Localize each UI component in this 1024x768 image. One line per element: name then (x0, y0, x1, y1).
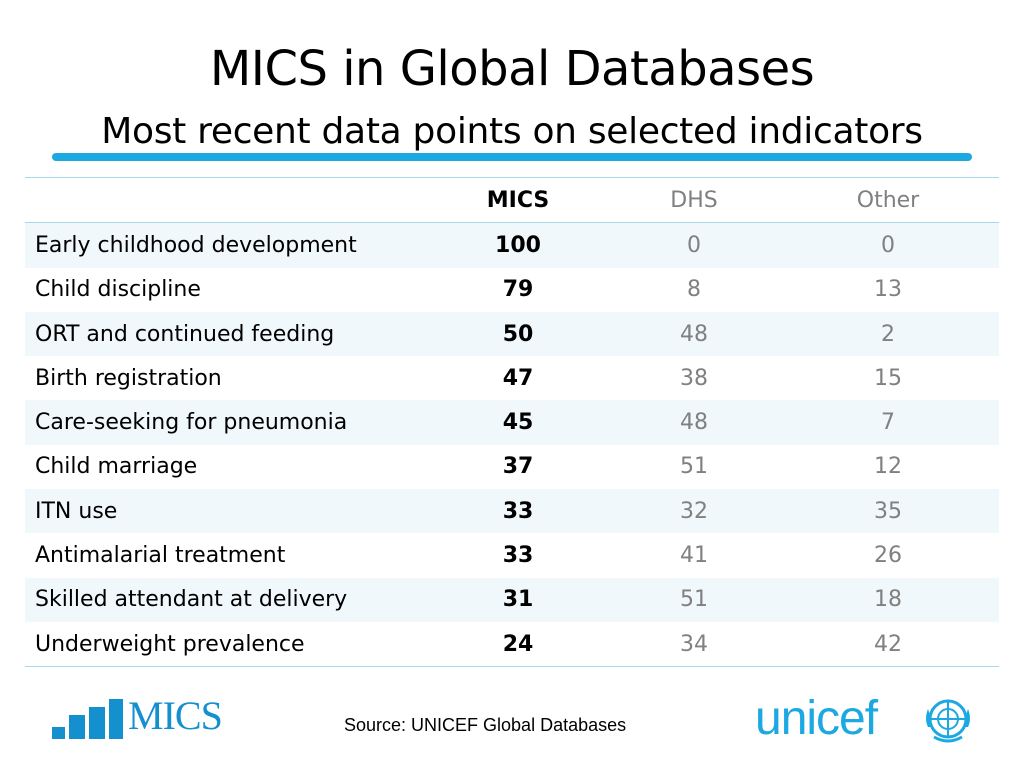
column-header-other: Other (777, 177, 999, 224)
mics-value: 31 (425, 577, 611, 622)
table-row: Skilled attendant at delivery 31 51 18 (25, 577, 999, 622)
indicator-table: MICS DHS Other Early childhood developme… (25, 177, 999, 668)
row-label: Child marriage (35, 454, 198, 480)
mics-value: 33 (425, 489, 611, 534)
other-value: 26 (874, 543, 902, 569)
logo-bar-icon (52, 727, 65, 739)
mics-value: 24 (502, 631, 534, 657)
column-header-dhs: DHS (611, 177, 777, 224)
other-value: 18 (777, 577, 999, 622)
unicef-logo-text: unicef (755, 692, 878, 745)
dhs-value: 32 (611, 489, 777, 534)
other-value: 0 (777, 222, 999, 268)
other-value: 7 (777, 400, 999, 445)
column-header-mics: MICS (425, 177, 611, 224)
other-value: 13 (874, 277, 902, 303)
dhs-value: 0 (611, 222, 777, 268)
mics-value: 100 (425, 222, 611, 268)
other-value: 12 (874, 454, 902, 480)
dhs-value: 34 (680, 631, 708, 657)
table-row: Child discipline 79 8 13 (25, 268, 999, 312)
other-value: 2 (777, 311, 999, 357)
table-row: Early childhood development 100 0 0 (25, 222, 999, 268)
source-note: Source: UNICEF Global Databases (344, 715, 627, 735)
table-row: Child marriage 37 51 12 (25, 445, 999, 489)
column-header-indicator (25, 177, 425, 224)
dhs-value: 51 (611, 577, 777, 622)
other-value: 35 (777, 489, 999, 534)
row-label: Birth registration (35, 365, 222, 391)
logo-bar-icon (69, 715, 85, 739)
table-row: Birth registration 47 38 15 (25, 356, 999, 400)
dhs-value: 8 (687, 277, 701, 303)
table-header-row: MICS DHS Other (25, 177, 999, 224)
page-subtitle: Most recent data points on selected indi… (101, 111, 923, 152)
row-label: ITN use (25, 489, 425, 534)
dhs-value: 48 (611, 400, 777, 445)
logo-bar-icon (89, 707, 105, 739)
title-divider (52, 153, 972, 161)
mics-value: 37 (502, 454, 534, 480)
mics-value: 47 (502, 365, 534, 391)
other-value: 15 (874, 365, 902, 391)
row-label: Child discipline (35, 277, 201, 303)
row-label: Underweight prevalence (35, 631, 305, 657)
mics-value: 79 (502, 277, 534, 303)
mics-logo: MICS (52, 693, 242, 739)
row-label: Skilled attendant at delivery (25, 577, 425, 622)
mics-value: 33 (502, 543, 534, 569)
row-label: Antimalarial treatment (35, 543, 286, 569)
mics-value: 45 (425, 400, 611, 445)
dhs-value: 38 (680, 365, 708, 391)
dhs-value: 48 (611, 311, 777, 357)
page-title: MICS in Global Databases (209, 41, 815, 97)
table-row: Care-seeking for pneumonia 45 48 7 (25, 400, 999, 445)
unicef-emblem-icon (926, 699, 970, 743)
mics-value: 50 (425, 311, 611, 357)
table-row: Underweight prevalence 24 34 42 (25, 622, 999, 667)
mics-logo-text: MICS (128, 693, 223, 738)
row-label: Early childhood development (25, 222, 425, 268)
dhs-value: 41 (680, 543, 708, 569)
logo-bar-icon (109, 699, 123, 739)
other-value: 42 (874, 631, 902, 657)
row-label: ORT and continued feeding (25, 311, 425, 357)
table-row: Antimalarial treatment 33 41 26 (25, 533, 999, 577)
dhs-value: 51 (680, 454, 708, 480)
table-row: ITN use 33 32 35 (25, 489, 999, 534)
row-label: Care-seeking for pneumonia (25, 400, 425, 445)
table-row: ORT and continued feeding 50 48 2 (25, 311, 999, 357)
